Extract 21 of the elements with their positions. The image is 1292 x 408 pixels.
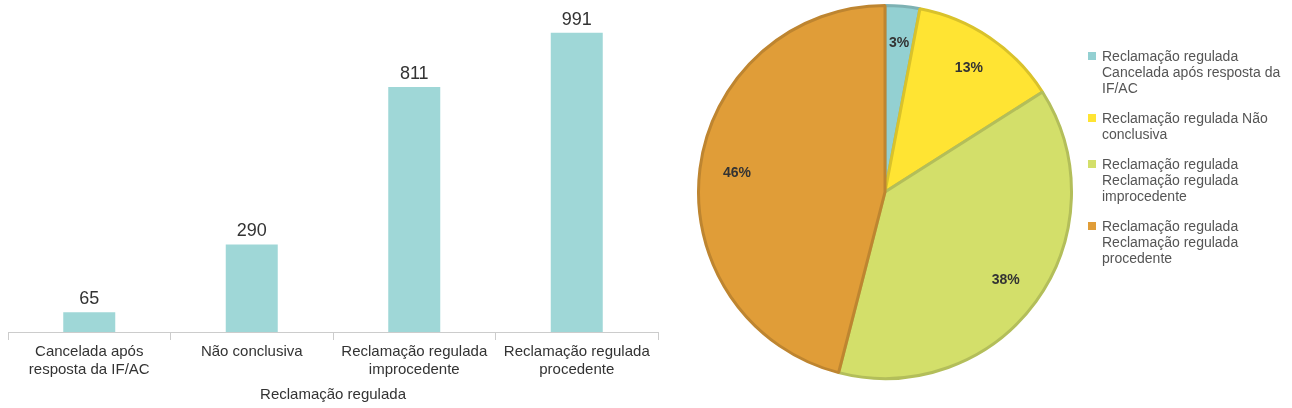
legend-label: Reclamação regulada Não conclusiva bbox=[1102, 110, 1269, 142]
x-tick-label: Não conclusiva bbox=[200, 342, 304, 360]
x-tick-label: Reclamação regulada procedente bbox=[503, 342, 651, 378]
legend-label: Reclamação regulada Reclamação regulada procedente bbox=[1102, 218, 1240, 266]
bar bbox=[550, 32, 603, 332]
legend-label: Reclamação regulada Reclamação regulada improcedente bbox=[1102, 156, 1240, 204]
bar bbox=[63, 312, 116, 332]
data-label: 811 bbox=[399, 63, 429, 84]
data-label: 290 bbox=[236, 220, 267, 241]
data-label: 13% bbox=[954, 59, 984, 76]
data-label: 46% bbox=[722, 164, 752, 181]
data-label: 38% bbox=[991, 270, 1021, 287]
legend-label: Reclamação regulada Cancelada após resposta da IF/AC bbox=[1102, 48, 1282, 96]
data-label: 65 bbox=[79, 288, 100, 309]
bar bbox=[225, 244, 278, 332]
bar bbox=[388, 87, 441, 332]
data-label: 3% bbox=[888, 34, 910, 51]
x-axis-title: Reclamação regulada bbox=[260, 385, 407, 403]
x-tick-label: Cancelada após resposta da IF/AC bbox=[28, 342, 150, 378]
x-tick-label: Reclamação regulada improcedente bbox=[341, 342, 488, 378]
data-label: 991 bbox=[561, 8, 592, 29]
